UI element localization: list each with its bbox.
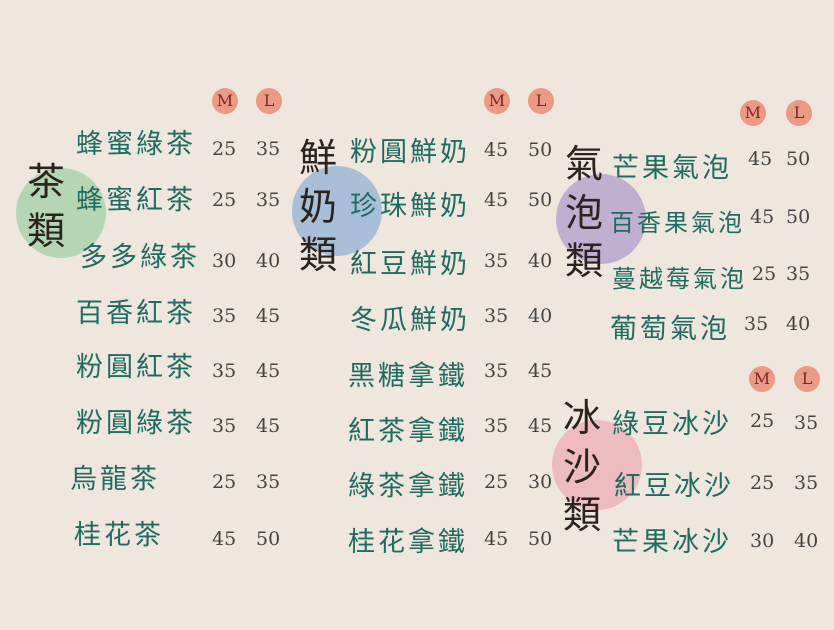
price-l: 50 [528,189,553,211]
size-l-badge: L [528,88,554,114]
sparkling-title-char: 泡 [564,190,603,235]
tea-category-title: 茶 類 [24,158,68,255]
price-l: 50 [786,148,811,170]
price-l: 45 [256,305,281,327]
price-m: 35 [212,305,237,327]
menu-item-name: 桂花拿鐵 [348,527,468,558]
tea-title-char: 類 [26,208,65,253]
price-m: 45 [484,139,509,161]
size-m-badge: M [484,88,510,114]
menu-item-name: 冬瓜鮮奶 [350,305,470,336]
menu-item-name: 芒果氣泡 [612,153,732,184]
size-m-badge: M [212,88,238,114]
size-l-badge: L [794,366,820,392]
tea-title-char: 茶 [26,160,65,204]
price-m: 25 [750,410,775,432]
price-l: 35 [256,471,281,493]
price-l: 50 [256,528,281,550]
menu-item-name: 紅豆鮮奶 [350,249,470,280]
milk-title-char: 鮮 [298,136,337,180]
price-m: 45 [484,528,509,550]
price-l: 50 [528,528,553,550]
sparkling-title-char: 氣 [564,142,603,186]
price-m: 35 [744,313,769,335]
milk-title-char: 奶 [298,184,337,229]
slush-title-char: 冰 [562,396,601,440]
menu-item-name: 蔓越莓氣泡 [612,265,747,293]
price-l: 45 [528,360,553,382]
price-m: 30 [212,250,237,272]
price-m: 35 [484,250,509,272]
price-l: 45 [256,415,281,437]
price-l: 40 [786,313,811,335]
price-m: 35 [484,415,509,437]
price-l: 50 [528,139,553,161]
menu-item-name: 紅豆冰沙 [614,471,734,502]
price-m: 30 [750,530,775,552]
price-l: 40 [528,250,553,272]
price-l: 40 [528,305,553,327]
menu-item-name: 綠豆冰沙 [612,409,732,440]
price-l: 45 [256,360,281,382]
price-m: 45 [750,206,775,228]
menu-item-name: 葡萄氣泡 [610,314,730,345]
sparkling-category-title: 氣 泡 類 [562,140,606,286]
tea-category-circle [16,168,106,258]
menu-item-name: 粉圓鮮奶 [350,137,470,168]
menu-item-name: 綠茶拿鐵 [348,471,468,502]
price-l: 40 [256,250,281,272]
price-m: 25 [750,472,775,494]
price-l: 35 [794,412,819,434]
price-l: 45 [528,415,553,437]
price-m: 25 [752,263,777,285]
price-l: 50 [786,206,811,228]
price-l: 40 [794,530,819,552]
price-m: 35 [212,415,237,437]
menu-item-name: 紅茶拿鐵 [348,416,468,447]
price-m: 35 [484,360,509,382]
milk-title-char: 類 [298,233,337,278]
price-m: 45 [748,148,773,170]
slush-category-circle [552,420,642,510]
size-m-badge: M [740,100,766,126]
slush-title-char: 沙 [562,444,601,489]
price-m: 25 [212,189,237,211]
slush-category-title: 冰 沙 類 [560,394,604,540]
price-l: 35 [794,472,819,494]
size-m-badge: M [749,366,775,392]
menu-item-name: 百香紅茶 [76,298,196,329]
size-l-badge: L [786,100,812,126]
price-l: 30 [528,471,553,493]
milk-category-circle [292,166,382,256]
sparkling-category-circle [556,174,646,264]
slush-title-char: 類 [562,493,601,538]
menu-item-name: 芒果冰沙 [612,527,732,558]
menu-item-name: 黑糖拿鐵 [348,361,468,392]
sparkling-title-char: 類 [564,239,603,284]
price-l: 35 [786,263,811,285]
menu-item-name: 珍珠鮮奶 [350,191,470,222]
price-m: 35 [212,360,237,382]
price-m: 25 [212,138,237,160]
price-m: 45 [212,528,237,550]
price-l: 35 [256,138,281,160]
menu-item-name: 蜂蜜紅茶 [76,185,196,216]
menu-item-name: 蜂蜜綠茶 [76,129,196,160]
size-l-badge: L [256,88,282,114]
price-l: 35 [256,189,281,211]
menu-item-name: 百香果氣泡 [610,209,745,237]
menu-item-name: 粉圓綠茶 [76,408,196,439]
milk-category-title: 鮮 奶 類 [296,134,340,280]
menu-item-name: 粉圓紅茶 [76,352,196,383]
price-m: 25 [484,471,509,493]
menu-item-name: 桂花茶 [74,520,164,551]
price-m: 25 [212,471,237,493]
price-m: 35 [484,305,509,327]
menu-item-name: 多多綠茶 [80,242,200,273]
price-m: 45 [484,189,509,211]
menu-item-name: 烏龍茶 [70,464,160,495]
